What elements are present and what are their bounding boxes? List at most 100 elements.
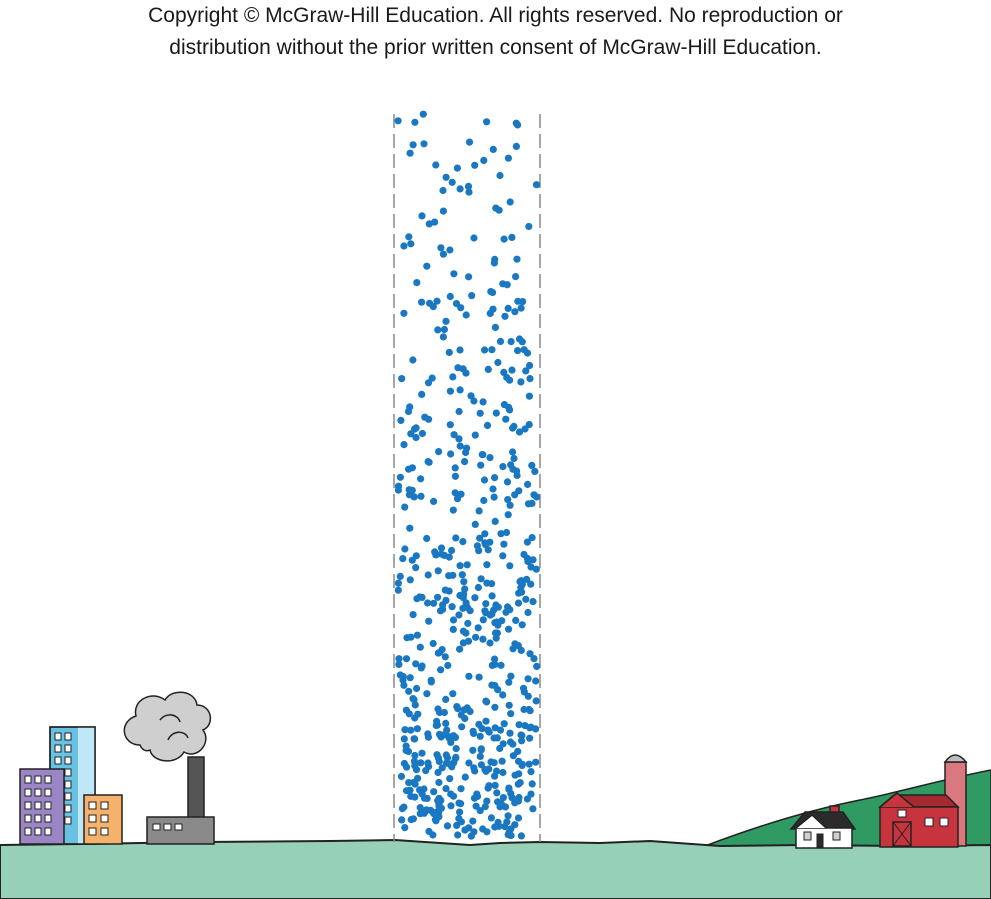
air-molecule	[442, 173, 450, 181]
air-molecule	[464, 182, 473, 190]
air-molecule	[461, 773, 469, 781]
air-molecule	[483, 797, 491, 805]
air-molecule	[451, 464, 459, 472]
air-molecule	[506, 198, 514, 206]
air-molecule	[456, 346, 464, 354]
air-molecule	[500, 540, 508, 548]
air-molecule	[442, 596, 450, 605]
air-molecule	[411, 118, 419, 126]
air-molecule	[459, 627, 467, 635]
air-molecule	[395, 655, 403, 663]
air-molecule	[413, 631, 421, 639]
air-molecule	[514, 347, 522, 355]
air-molecule	[417, 664, 425, 672]
air-molecule	[504, 304, 512, 312]
air-molecule	[480, 496, 488, 505]
air-molecule	[405, 779, 413, 787]
air-molecule	[471, 161, 479, 169]
air-molecule	[455, 799, 463, 807]
air-molecule	[465, 138, 474, 146]
air-molecule	[499, 552, 507, 560]
air-molecule	[526, 375, 534, 383]
air-molecule	[479, 398, 487, 406]
air-molecule	[421, 808, 429, 816]
air-molecule	[479, 451, 487, 459]
air-molecule	[436, 708, 444, 717]
air-molecule	[513, 471, 521, 480]
air-molecule	[471, 767, 479, 775]
air-molecule	[400, 735, 408, 743]
air-molecule	[463, 561, 471, 569]
air-molecule	[501, 312, 509, 320]
air-molecule	[402, 742, 410, 750]
air-molecule	[419, 110, 427, 118]
air-molecule	[456, 442, 464, 450]
air-molecule	[406, 524, 414, 532]
air-molecules	[394, 110, 541, 840]
air-molecule	[407, 240, 415, 248]
air-molecule	[430, 599, 438, 607]
air-molecule	[525, 760, 533, 768]
air-molecule	[492, 204, 500, 212]
air-molecule	[490, 759, 498, 767]
air-molecule	[446, 421, 454, 429]
air-molecule	[526, 361, 534, 370]
air-molecule	[449, 625, 457, 634]
air-molecule	[400, 803, 408, 811]
air-molecule	[404, 747, 413, 756]
air-molecule	[477, 746, 485, 754]
air-molecule	[517, 832, 526, 840]
copyright-notice: Copyright © McGraw-Hill Education. All r…	[0, 0, 991, 64]
air-molecule	[504, 603, 512, 611]
air-molecule	[500, 235, 508, 243]
air-molecule	[418, 429, 426, 438]
air-molecule	[470, 234, 478, 242]
air-molecule	[409, 695, 417, 703]
air-molecule	[496, 803, 504, 811]
air-molecule	[451, 472, 459, 480]
air-molecule	[507, 338, 515, 346]
air-molecule	[431, 218, 439, 226]
air-molecule	[412, 564, 420, 572]
air-molecule	[474, 583, 482, 592]
air-molecule	[493, 789, 501, 797]
air-molecule	[527, 768, 535, 776]
air-molecule	[401, 503, 409, 511]
air-molecule	[435, 448, 443, 456]
air-molecule	[491, 682, 499, 690]
air-molecule	[528, 534, 536, 542]
air-molecule	[446, 246, 454, 254]
air-molecule	[441, 586, 449, 594]
air-molecule	[417, 759, 425, 767]
air-molecule	[520, 346, 528, 354]
air-molecule	[515, 487, 523, 495]
air-molecule	[491, 517, 499, 526]
air-molecule	[518, 621, 526, 629]
air-molecule	[477, 575, 485, 583]
air-molecule	[423, 690, 431, 698]
air-molecule	[506, 562, 514, 570]
air-molecule	[515, 428, 524, 436]
air-molecule	[505, 403, 513, 411]
air-molecule	[471, 594, 479, 602]
air-molecule	[454, 831, 462, 839]
air-molecule	[491, 724, 499, 732]
air-molecule	[512, 142, 521, 150]
air-molecule	[439, 250, 447, 258]
air-molecule	[411, 735, 419, 743]
air-molecule	[416, 643, 424, 651]
air-molecule	[515, 770, 523, 778]
air-molecule	[491, 474, 499, 482]
air-molecule	[473, 542, 481, 550]
air-molecule	[434, 797, 442, 805]
air-molecule	[396, 473, 404, 481]
air-molecule	[530, 491, 538, 499]
air-molecule	[475, 507, 483, 515]
air-molecule	[504, 154, 512, 162]
air-molecule	[409, 611, 417, 619]
air-molecule	[416, 804, 424, 812]
air-molecule	[451, 489, 459, 497]
air-molecule	[485, 765, 493, 773]
air-molecule	[488, 580, 496, 588]
air-molecule	[503, 818, 511, 826]
